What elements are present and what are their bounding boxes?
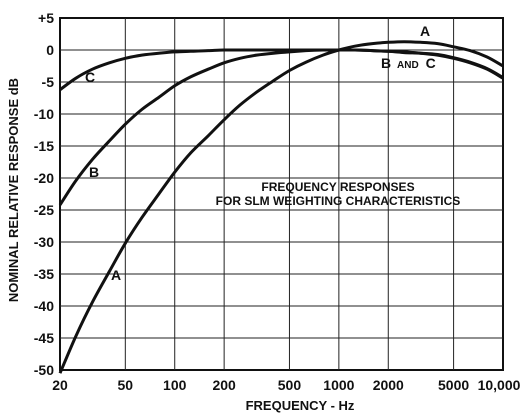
x-axis-label: FREQUENCY - Hz (246, 398, 355, 413)
y-tick-label: -10 (34, 106, 54, 122)
x-tick-label: 500 (278, 377, 302, 393)
curve-label-c-left: C (85, 69, 95, 85)
y-tick-label: -20 (34, 170, 54, 186)
x-tick-label: 100 (163, 377, 187, 393)
y-tick-label: -25 (34, 202, 54, 218)
label-b: B (381, 55, 391, 71)
y-tick-label: -35 (34, 266, 54, 282)
y-tick-label: -40 (34, 298, 54, 314)
grid (60, 18, 503, 370)
y-tick-labels: +5 0 -5 -10 -15 -20 -25 -30 -35 -40 -45 -50 (34, 10, 54, 378)
y-tick-label: -45 (34, 330, 54, 346)
x-tick-label: 5000 (438, 377, 469, 393)
y-tick-label: -15 (34, 138, 54, 154)
annotation-line-1: FREQUENCY RESPONSES (261, 180, 414, 194)
x-tick-label: 20 (52, 377, 68, 393)
x-tick-label: 1000 (323, 377, 354, 393)
curve-label-b-and-c: B AND C (381, 55, 436, 71)
y-tick-label: -50 (34, 362, 54, 378)
x-tick-label: 50 (118, 377, 134, 393)
curve-label-a-left: A (111, 267, 121, 283)
label-and: AND (397, 60, 419, 71)
curve-a (58, 40, 504, 374)
curves (58, 40, 504, 374)
y-tick-label: -5 (42, 74, 55, 90)
y-tick-label: -30 (34, 234, 54, 250)
curve-label-b-left: B (89, 164, 99, 180)
x-tick-labels: 20 50 100 200 500 1000 2000 5000 10,000 (52, 377, 520, 393)
annotation-line-2: FOR SLM WEIGHTING CHARACTERISTICS (216, 194, 461, 208)
curve-label-a-top: A (420, 23, 430, 39)
x-tick-label: 200 (212, 377, 236, 393)
label-c: C (426, 55, 436, 71)
x-tick-label: 2000 (373, 377, 404, 393)
y-tick-label: +5 (38, 10, 54, 26)
x-tick-label: 10,000 (478, 377, 521, 393)
y-axis-label: NOMINAL RELATIVE RESPONSE dB (6, 78, 21, 302)
y-tick-label: 0 (46, 42, 54, 58)
plot-frame (59, 17, 504, 371)
curve-c (59, 48, 504, 91)
